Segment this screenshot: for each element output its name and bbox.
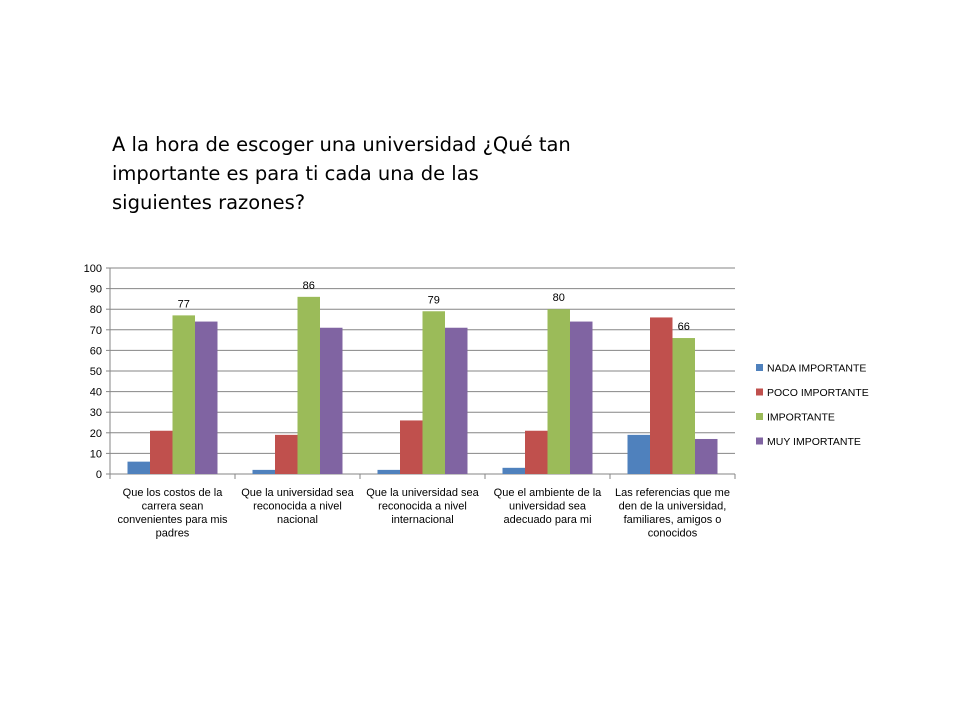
y-tick-label: 90: [90, 284, 102, 296]
bar: [445, 327, 468, 474]
bar: [650, 317, 673, 474]
bar: [400, 420, 423, 474]
y-tick-label: 10: [90, 448, 102, 460]
y-tick-label: 60: [90, 345, 102, 357]
bar: [627, 434, 650, 474]
data-label: 66: [678, 321, 690, 333]
question-title: A la hora de escoger una universidad ¿Qu…: [112, 133, 571, 214]
bar: [195, 321, 218, 474]
y-tick-label: 0: [96, 469, 102, 481]
category-label: Que la universidad sea reconocida a nivel…: [366, 487, 479, 526]
bar: [172, 315, 195, 474]
y-tick-label: 20: [90, 428, 102, 440]
category-label: Las referencias que me den de la universi…: [615, 487, 730, 540]
category-label: Que los costos de la carrera sean convenie…: [117, 487, 228, 540]
y-tick-label: 40: [90, 387, 102, 399]
y-tick-label: 80: [90, 304, 102, 316]
data-label: 77: [178, 298, 190, 310]
y-tick-label: 30: [90, 407, 102, 419]
bar: [570, 321, 593, 474]
y-tick-label: 100: [84, 263, 102, 275]
data-label: 79: [428, 294, 440, 306]
data-label: 80: [553, 292, 565, 304]
bar: [672, 338, 695, 474]
category-label: Que la universidad sea reconocida a nivel…: [241, 487, 354, 526]
bar: [252, 469, 275, 474]
legend-label: NADA IMPORTANTE: [767, 363, 866, 375]
bar: [525, 430, 548, 474]
bar: [695, 438, 718, 474]
legend-label: MUY IMPORTANTE: [767, 436, 861, 448]
bar: [422, 311, 445, 474]
y-tick-label: 70: [90, 325, 102, 337]
bar: [127, 461, 150, 474]
legend-swatch: [756, 413, 763, 420]
bar: [150, 430, 173, 474]
bar: [547, 309, 570, 474]
legend-label: IMPORTANTE: [767, 412, 835, 424]
y-tick-label: 50: [90, 366, 102, 378]
bar: [320, 327, 343, 474]
bar: [297, 296, 320, 474]
legend-swatch: [756, 364, 763, 371]
legend-swatch: [756, 388, 763, 396]
bar: [275, 434, 298, 474]
bar: [502, 467, 525, 474]
bar: [377, 469, 400, 474]
legend-swatch: [756, 437, 763, 445]
legend-label: POCO IMPORTANTE: [767, 387, 869, 399]
category-label: Que el ambiente de la universidad sea adec…: [494, 487, 603, 526]
data-label: 86: [303, 280, 315, 292]
